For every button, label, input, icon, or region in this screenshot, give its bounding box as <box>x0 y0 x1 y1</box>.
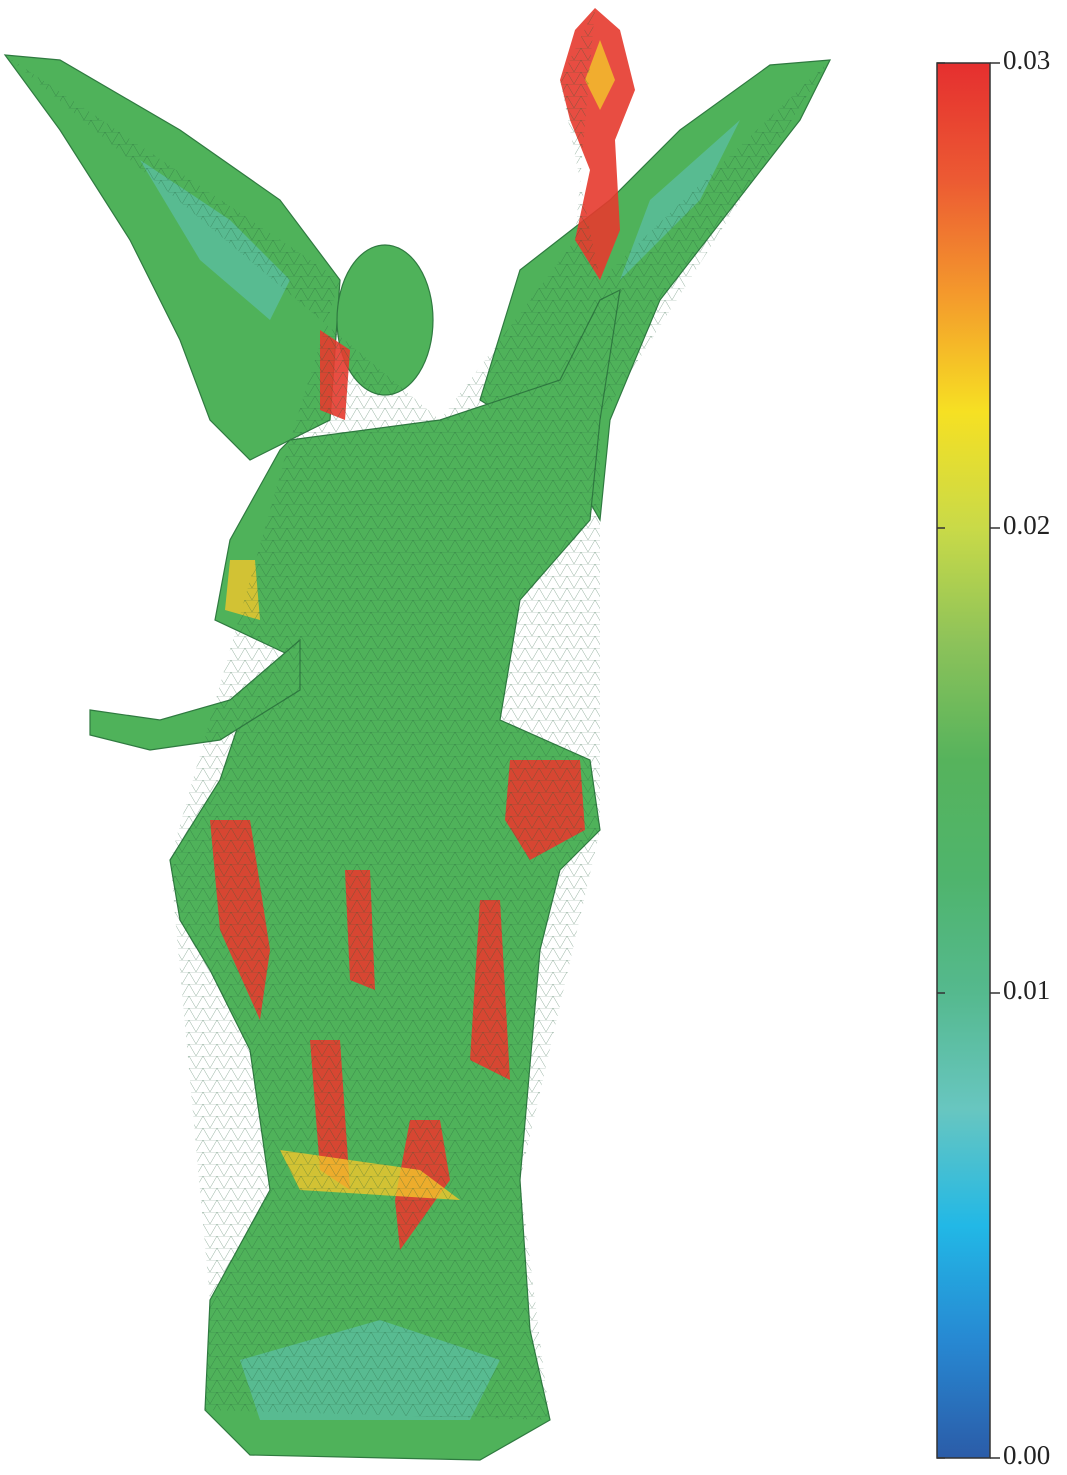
colorbar <box>936 62 991 1459</box>
tick-label: 0.01 <box>1003 975 1050 1005</box>
statue-mesh <box>3 8 832 1461</box>
tick-label: 0.03 <box>1003 45 1050 75</box>
tick-label: 0.00 <box>1003 1440 1050 1470</box>
tick-label: 0.02 <box>1003 510 1050 540</box>
